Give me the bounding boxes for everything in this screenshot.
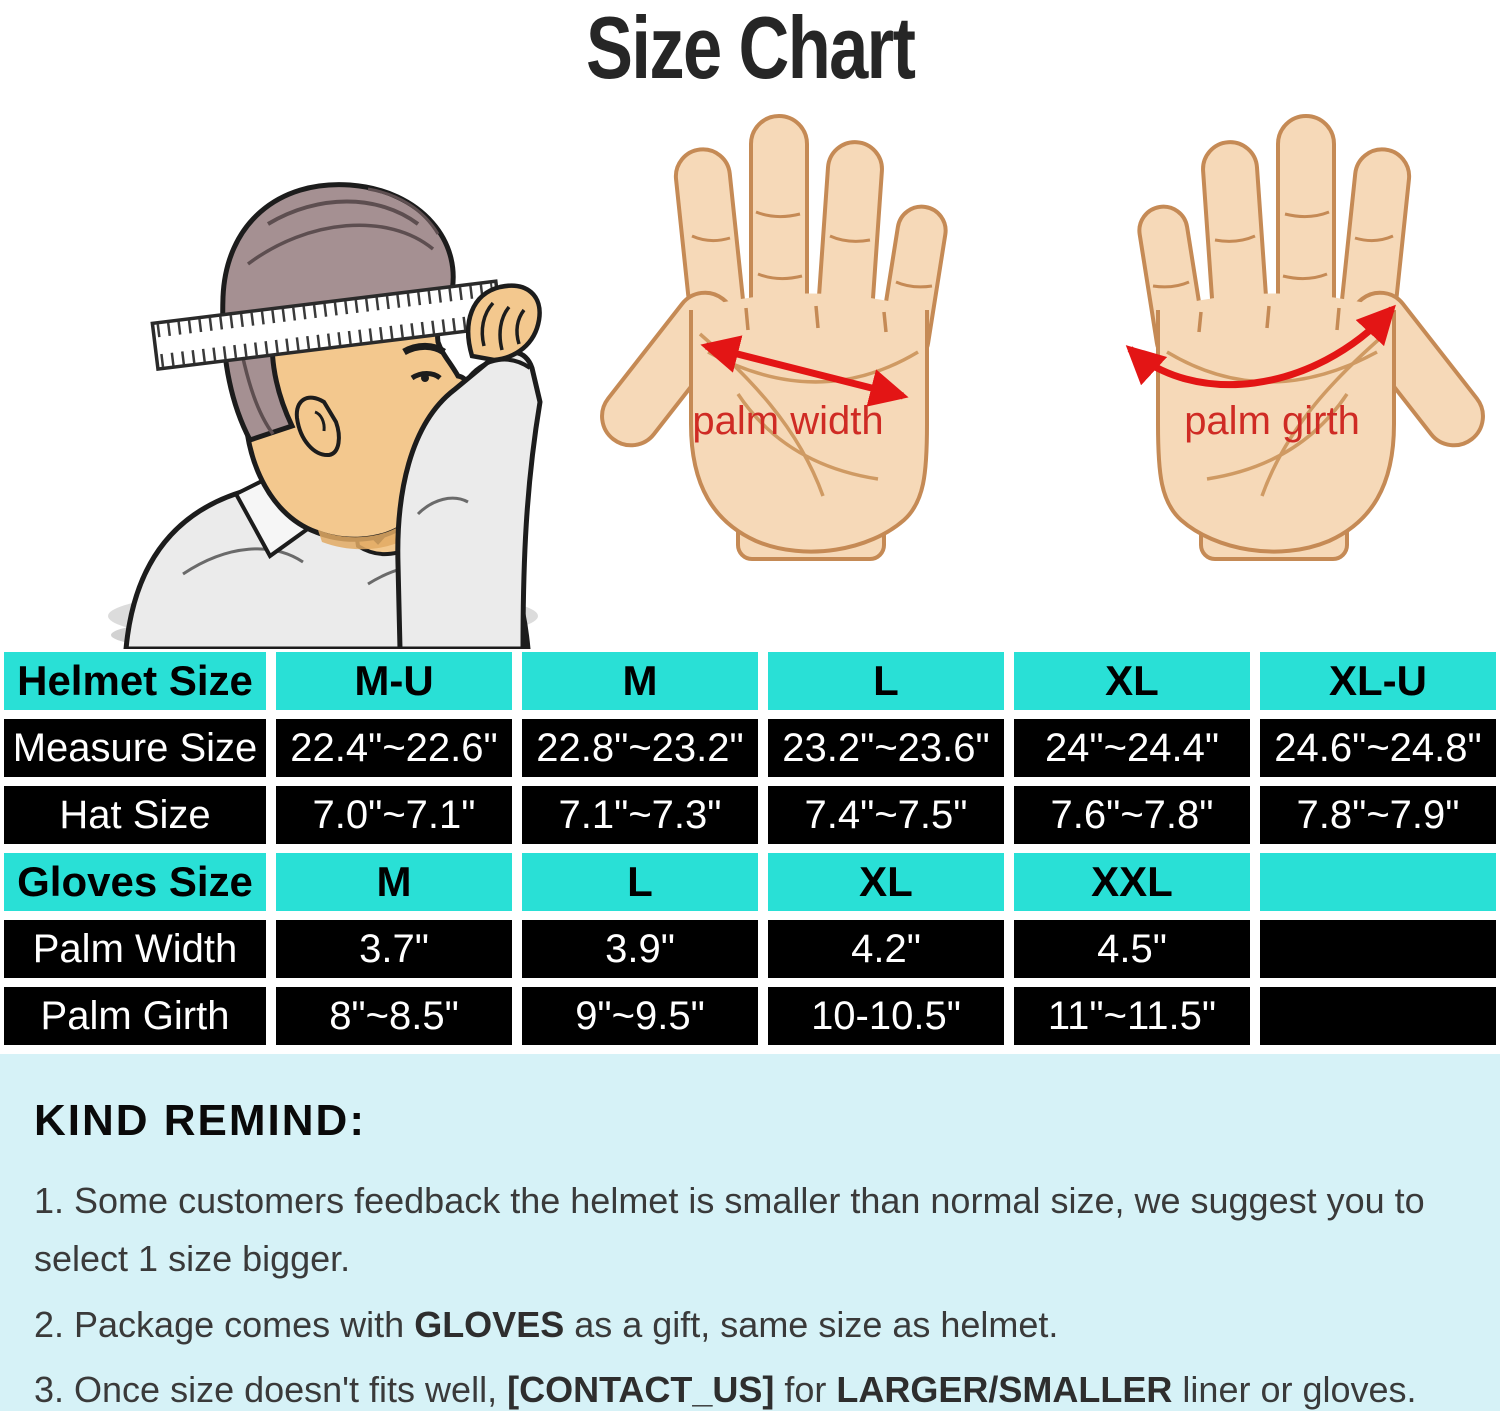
hat-size-label: Hat Size: [4, 786, 266, 844]
note-3-bold-contact: [CONTACT_US]: [507, 1368, 775, 1410]
note-item-1: 1. Some customers feedback the helmet is…: [34, 1172, 1466, 1289]
note-item-2: 2. Package comes with GLOVES as a gift, …: [34, 1296, 1466, 1354]
note-3-pre: 3. Once size doesn't fits well,: [34, 1368, 508, 1410]
kind-remind-heading: KIND REMIND:: [34, 1096, 366, 1145]
helmet-col-m: M: [522, 652, 758, 710]
page-title: Size Chart: [585, 0, 916, 97]
helmet-col-l: L: [768, 652, 1004, 710]
hat-size-value: 7.1"~7.3": [522, 786, 758, 844]
measure-size-value: 24.6"~24.8": [1260, 719, 1496, 777]
eyebrow: [402, 342, 447, 356]
size-table: Helmet Size M-U M L XL XL-U Measure Size…: [0, 652, 1500, 1045]
palm-girth-label-cell: Palm Girth: [4, 987, 266, 1045]
page-header: Size Chart: [0, 0, 1500, 92]
palm-girth-label: palm girth: [1184, 399, 1360, 443]
hat-size-value: 7.0"~7.1": [276, 786, 512, 844]
palm-width-label: palm width: [692, 399, 883, 443]
palm-width-hand-illustration: palm width: [588, 114, 952, 561]
gloves-col-xl: XL: [768, 853, 1004, 911]
hat-size-value: 7.6"~7.8": [1014, 786, 1250, 844]
gripping-hand: [466, 283, 542, 363]
gloves-col-l: L: [522, 853, 758, 911]
gloves-col-xxl: XXL: [1014, 853, 1250, 911]
palm-width-label-cell: Palm Width: [4, 920, 266, 978]
palm-width-empty: [1260, 920, 1496, 978]
illustrations-row: palm width palm girth: [0, 92, 1500, 649]
palm-girth-value: 8"~8.5": [276, 987, 512, 1045]
helmet-size-header-cell: Helmet Size: [4, 652, 266, 710]
helmet-col-m-u: M-U: [276, 652, 512, 710]
helmet-col-xl: XL: [1014, 652, 1250, 710]
hat-size-value: 7.4"~7.5": [768, 786, 1004, 844]
measure-size-label: Measure Size: [4, 719, 266, 777]
ear: [294, 395, 341, 457]
measure-size-value: 24"~24.4": [1014, 719, 1250, 777]
note-2-post: as a gift, same size as helmet.: [564, 1303, 1059, 1345]
palm-width-value: 3.9": [522, 920, 758, 978]
palm-girth-empty: [1260, 987, 1496, 1045]
note-3-post: liner or gloves.: [1172, 1368, 1417, 1410]
palm-girth-value: 9"~9.5": [522, 987, 758, 1045]
palm-width-value: 4.2": [768, 920, 1004, 978]
palm-girth-arrow: [1125, 304, 1396, 389]
measure-size-value: 22.4"~22.6": [276, 719, 512, 777]
note-2-pre: 2. Package comes with: [34, 1303, 415, 1345]
kind-remind-panel: KIND REMIND: 1. Some customers feedback …: [0, 1054, 1500, 1411]
note-2-bold: GLOVES: [414, 1303, 565, 1345]
head-measurement-illustration: [108, 182, 543, 649]
measure-size-value: 23.2"~23.6": [768, 719, 1004, 777]
palm-width-value: 4.5": [1014, 920, 1250, 978]
note-item-3: 3. Once size doesn't fits well, [CONTACT…: [34, 1361, 1466, 1419]
note-3-bold-larger-smaller: LARGER/SMALLER: [836, 1368, 1173, 1410]
palm-girth-value: 11"~11.5": [1014, 987, 1250, 1045]
gloves-size-header-cell: Gloves Size: [4, 853, 266, 911]
palm-girth-value: 10-10.5": [768, 987, 1004, 1045]
gloves-col-empty: [1260, 853, 1496, 911]
helmet-col-xl-u: XL-U: [1260, 652, 1496, 710]
measure-size-value: 22.8"~23.2": [522, 719, 758, 777]
palm-width-value: 3.7": [276, 920, 512, 978]
hat-size-value: 7.8"~7.9": [1260, 786, 1496, 844]
gloves-col-m: M: [276, 853, 512, 911]
palm-girth-hand-illustration: palm girth: [1125, 114, 1497, 561]
note-1-text: 1. Some customers feedback the helmet is…: [34, 1180, 1425, 1280]
palm-width-arrow: [700, 335, 909, 407]
note-3-mid: for: [774, 1368, 837, 1410]
